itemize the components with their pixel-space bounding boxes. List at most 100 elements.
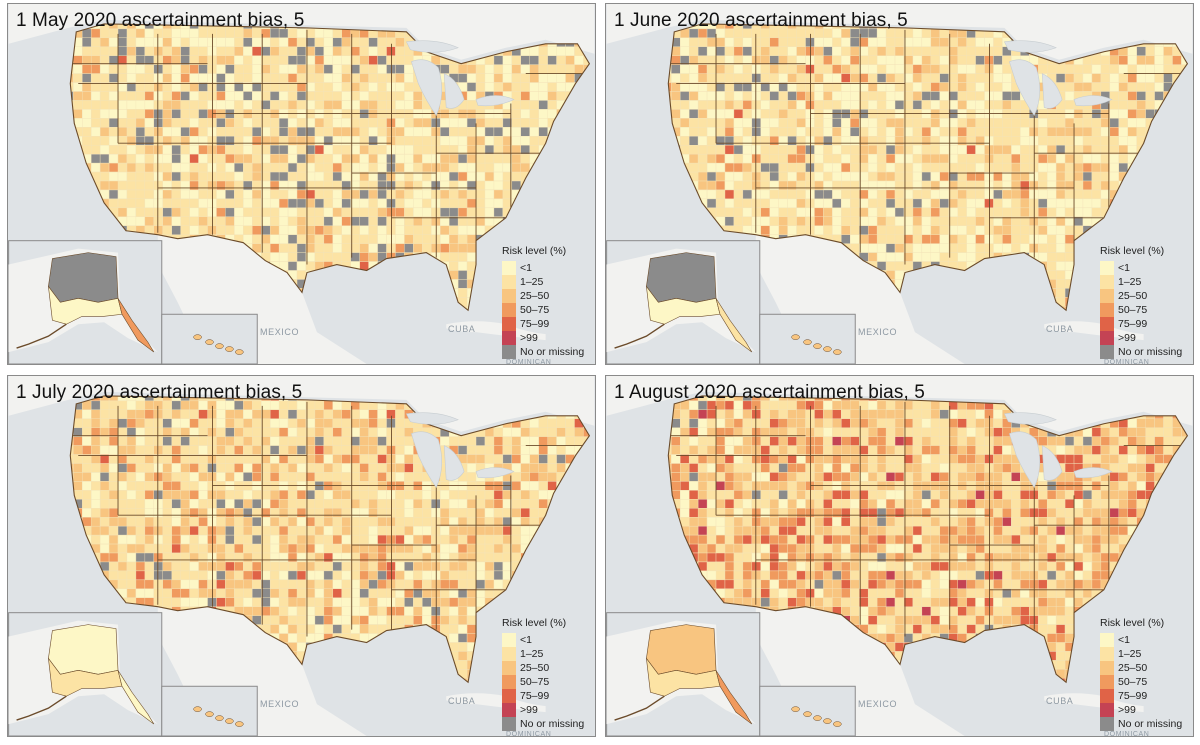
- legend-item: 75–99: [1100, 689, 1193, 703]
- map-panel: MEXICO CUBA DOMINICAN 1 June 2020 ascertain…: [605, 3, 1194, 365]
- legend-item: 50–75: [502, 675, 595, 689]
- legend-item: 25–50: [1100, 289, 1193, 303]
- legend-label: >99: [1118, 704, 1136, 716]
- legend-label: 50–75: [520, 676, 550, 688]
- legend-item: 75–99: [502, 317, 595, 331]
- legend-swatch: [502, 261, 516, 275]
- legend-label: 50–75: [520, 304, 550, 316]
- hawaii-inset: [161, 313, 258, 364]
- legend-item: <1: [502, 261, 595, 275]
- legend-swatch: [1100, 275, 1114, 289]
- legend-swatch: [1100, 689, 1114, 703]
- legend-item: 25–50: [1100, 661, 1193, 675]
- dominican-label: DOMINICAN: [1104, 731, 1150, 737]
- lake: [405, 40, 459, 53]
- cuba-land: [1044, 693, 1144, 713]
- legend-item: 25–50: [502, 289, 595, 303]
- legend-item: >99: [502, 703, 595, 717]
- legend-label: <1: [520, 262, 532, 274]
- legend-item: 50–75: [1100, 675, 1193, 689]
- legend-swatch: [1100, 317, 1114, 331]
- lake: [411, 59, 443, 116]
- legend-item: <1: [1100, 633, 1193, 647]
- legend-swatch: [1100, 633, 1114, 647]
- risk-legend: Risk level (%) <1 1–25 25–50 50–75 75–99 >99 No…: [1100, 245, 1193, 359]
- choropleth-map: [8, 376, 595, 736]
- risk-legend: Risk level (%) <1 1–25 25–50 50–75 75–99 >99 No…: [1100, 617, 1193, 731]
- panel-title: 1 June 2020 ascertainment bias, 5: [614, 10, 908, 31]
- mexico-label: MEXICO: [858, 327, 898, 337]
- legend-item: 75–99: [502, 689, 595, 703]
- legend-swatch: [502, 647, 516, 661]
- legend-label: 25–50: [520, 290, 550, 302]
- legend-label: No or missing: [1118, 346, 1183, 358]
- lake: [1073, 95, 1113, 107]
- legend-label: >99: [1118, 332, 1136, 344]
- legend-item: 25–50: [502, 661, 595, 675]
- lake: [1041, 445, 1063, 481]
- lake: [1009, 431, 1041, 488]
- legend-item: <1: [1100, 261, 1193, 275]
- legend-label: <1: [520, 634, 532, 646]
- cuba-land: [1044, 321, 1144, 341]
- map-panel: MEXICO CUBA DOMINICAN 1 May 2020 ascertainm…: [7, 3, 596, 365]
- map-panel: MEXICO CUBA DOMINICAN 1 July 2020 ascertain…: [7, 375, 596, 737]
- alaska-inset: [606, 240, 761, 364]
- legend-label: <1: [1118, 634, 1130, 646]
- cuba-land: [446, 693, 546, 713]
- lake: [475, 467, 515, 479]
- hawaii-inset: [161, 685, 258, 736]
- state-boundaries: [668, 29, 1184, 265]
- legend-swatch: [1100, 703, 1114, 717]
- mexico-label: MEXICO: [260, 699, 300, 709]
- legend-swatch: [502, 717, 516, 731]
- alaska-inset: [606, 612, 761, 736]
- legend-swatch: [1100, 717, 1114, 731]
- hawaii-inset: [759, 313, 856, 364]
- lake: [1009, 59, 1041, 116]
- risk-legend: Risk level (%) <1 1–25 25–50 50–75 75–99 >99 No…: [502, 245, 595, 359]
- alaska-inset: [8, 612, 163, 736]
- legend-label: 50–75: [1118, 304, 1148, 316]
- risk-legend: Risk level (%) <1 1–25 25–50 50–75 75–99 >99 No…: [502, 617, 595, 731]
- legend-swatch: [1100, 661, 1114, 675]
- legend-item: 75–99: [1100, 317, 1193, 331]
- legend-label: <1: [1118, 262, 1130, 274]
- legend-item: 1–25: [502, 275, 595, 289]
- lake: [1041, 73, 1063, 109]
- state-boundaries: [70, 401, 586, 637]
- lake: [443, 73, 465, 109]
- legend-swatch: [502, 331, 516, 345]
- legend-label: 75–99: [1118, 690, 1148, 702]
- legend-swatch: [502, 633, 516, 647]
- legend-swatch: [502, 703, 516, 717]
- legend-item: >99: [502, 331, 595, 345]
- lake: [443, 445, 465, 481]
- legend-item: No or missing: [502, 717, 595, 731]
- lake: [475, 95, 515, 107]
- legend-label: No or missing: [1118, 718, 1183, 730]
- cuba-label: CUBA: [448, 696, 476, 706]
- choropleth-map: [606, 376, 1193, 736]
- legend-title: Risk level (%): [502, 617, 567, 629]
- legend-swatch: [502, 303, 516, 317]
- legend-item: >99: [1100, 703, 1193, 717]
- legend-label: 25–50: [520, 662, 550, 674]
- legend-label: 75–99: [520, 318, 550, 330]
- lake: [1073, 467, 1113, 479]
- legend-swatch: [1100, 303, 1114, 317]
- lake: [405, 412, 459, 425]
- legend-swatch: [502, 289, 516, 303]
- alaska-inset: [8, 240, 163, 364]
- hawaii-inset: [759, 685, 856, 736]
- legend-label: 1–25: [1118, 276, 1142, 288]
- legend-swatch: [1100, 289, 1114, 303]
- legend-label: >99: [520, 704, 538, 716]
- legend-swatch: [1100, 675, 1114, 689]
- panel-title: 1 May 2020 ascertainment bias, 5: [16, 10, 305, 31]
- cuba-land: [446, 321, 546, 341]
- legend-label: 25–50: [1118, 290, 1148, 302]
- legend-swatch: [502, 317, 516, 331]
- legend-swatch: [502, 275, 516, 289]
- choropleth-map: [8, 4, 595, 364]
